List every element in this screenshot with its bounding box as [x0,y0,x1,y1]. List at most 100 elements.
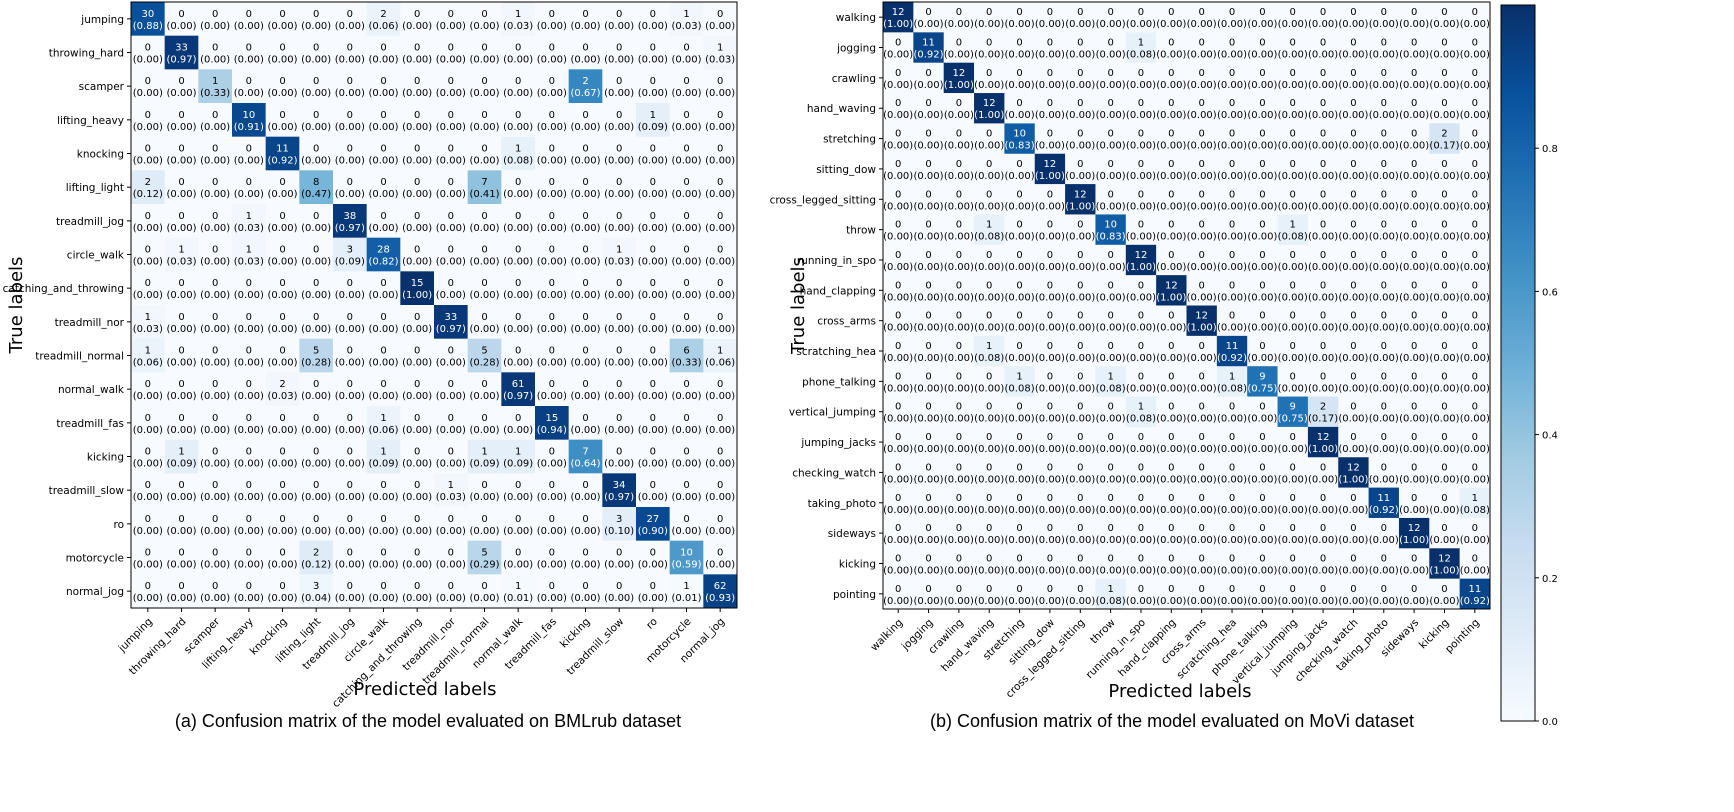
cell-count: 0 [925,98,931,109]
cell-count: 0 [1198,523,1204,534]
cell-fraction: (0.67) [570,88,600,99]
cell-fraction: (0.00) [1429,292,1459,303]
matrix-cell [1247,153,1278,185]
cell-count: 0 [145,43,151,54]
cell-fraction: (0.00) [974,596,1004,607]
matrix-cell [913,123,944,155]
cell-count: 0 [549,379,555,390]
matrix-cell [1004,244,1036,276]
cell-fraction: (0.00) [705,324,735,335]
cell-count: 0 [1411,280,1417,291]
matrix-cell [299,271,334,306]
matrix-cell [568,473,603,508]
matrix-cell [164,103,199,137]
cell-count: 0 [1198,341,1204,352]
cell-fraction: (0.00) [1005,596,1035,607]
cell-fraction: (0.00) [1156,353,1186,364]
cell-fraction: (0.08) [1126,50,1156,61]
cell-fraction: (0.00) [1460,353,1490,364]
matrix-cell [1459,184,1491,215]
cell-fraction: (0.00) [638,391,668,402]
cell-count: 33 [444,312,457,323]
cell-fraction: (0.00) [301,88,331,99]
cell-fraction: (0.00) [1247,565,1277,576]
cell-fraction: (0.00) [1369,171,1399,182]
matrix-cell [1216,244,1248,276]
matrix-cell [1247,184,1278,215]
matrix-cell [198,305,233,339]
matrix-cell [366,69,401,104]
cell-count: 0 [1077,371,1083,382]
cell-count: 0 [1441,584,1447,595]
matrix-cell [636,170,670,205]
cell-fraction: (0.28) [469,358,499,369]
matrix-cell [164,170,199,205]
matrix-cell [501,170,536,205]
cell-count: 5 [313,346,319,357]
figure-caption: (b) Confusion matrix of the model evalua… [930,711,1414,731]
matrix-cell [232,338,266,373]
cell-fraction: (0.00) [1460,323,1490,334]
cell-fraction: (0.00) [913,565,943,576]
cell-count: 0 [481,480,487,491]
cell-count: 0 [986,68,992,79]
matrix-cell [434,507,468,541]
cell-fraction: (0.00) [671,122,701,133]
matrix-cell [1277,275,1309,306]
cell-fraction: (0.00) [301,324,331,335]
cell-fraction: (0.47) [301,189,331,200]
matrix-cell [1095,93,1127,124]
cell-count: 0 [1350,38,1356,49]
cell-count: 0 [616,413,622,424]
cell-count: 0 [616,548,622,559]
cell-fraction: (0.00) [671,459,701,470]
matrix-cell [568,69,603,104]
cell-count: 0 [1381,159,1387,170]
cell-fraction: (0.00) [1096,474,1126,485]
cell-count: 0 [549,548,555,559]
matrix-cell [703,2,738,36]
cell-count: 0 [683,278,689,289]
cell-fraction: (0.00) [1217,323,1247,334]
cell-count: 0 [1290,159,1296,170]
cell-count: 1 [212,76,218,87]
matrix-cell [636,204,670,238]
cell-fraction: (0.00) [469,223,499,234]
cell-fraction: (0.00) [368,358,398,369]
matrix-cell [198,237,233,272]
matrix-cell [467,35,502,70]
cell-count: 0 [683,312,689,323]
matrix-cell [164,507,199,541]
cell-fraction: (0.00) [1429,414,1459,425]
matrix-cell [1156,244,1187,276]
colorbar-gradient [1500,4,1536,722]
cell-fraction: (0.00) [570,189,600,200]
cell-fraction: (0.00) [974,505,1004,516]
cell-fraction: (0.00) [1005,505,1035,516]
cell-fraction: (0.00) [402,391,432,402]
matrix-cell [1156,305,1187,337]
cell-count: 0 [448,346,454,357]
cell-fraction: (0.00) [1247,292,1277,303]
cell-count: 0 [212,245,218,256]
cell-count: 0 [1229,189,1235,200]
cell-fraction: (0.00) [1369,414,1399,425]
cell-count: 0 [616,76,622,87]
cell-count: 0 [313,76,319,87]
cell-fraction: (0.97) [436,324,466,335]
cell-count: 0 [1441,220,1447,231]
cell-count: 0 [1229,7,1235,18]
cell-fraction: (0.00) [974,444,1004,455]
cell-count: 0 [1320,311,1326,322]
bmlrub-confusion-matrix: 30(0.88)0(0.00)0(0.00)0(0.00)0(0.00)0(0.… [3,1,738,731]
cell-fraction: (0.00) [335,122,365,133]
matrix-cell [1156,32,1187,63]
cell-count: 0 [650,43,656,54]
matrix-cell [1125,275,1157,306]
cell-fraction: (0.00) [537,55,567,66]
cell-fraction: (0.03) [436,492,466,503]
cell-count: 0 [1016,220,1022,231]
matrix-cell [400,439,435,474]
cell-fraction: (0.75) [1247,383,1277,394]
matrix-cell [1247,62,1278,94]
